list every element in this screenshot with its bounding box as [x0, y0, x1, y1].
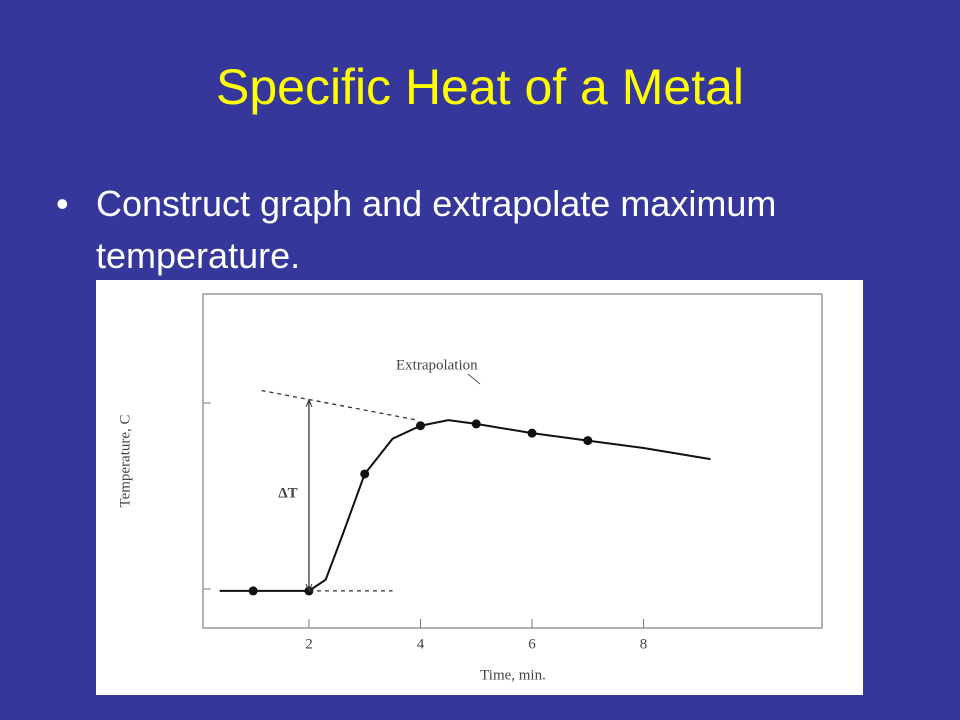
curve	[219, 419, 711, 592]
dashed-line	[261, 389, 418, 421]
arrow-head	[305, 398, 313, 593]
slide-title: Specific Heat of a Metal	[215, 59, 745, 115]
annotation: ΔT	[278, 485, 297, 501]
annotation: Extrapolation	[396, 357, 478, 373]
bullet: • Construct graph and extrapolate maximum…	[56, 178, 926, 282]
annotation-pointer	[467, 373, 481, 385]
x-tick-label: 6	[528, 636, 536, 652]
bullet-text: Construct graph and extrapolate maximum …	[96, 183, 777, 276]
chart-background	[96, 280, 863, 695]
x-axis-label: Time, min.	[480, 667, 546, 683]
plot-frame	[202, 293, 823, 629]
x-tick-label: 4	[417, 636, 425, 652]
bullet-dot: •	[56, 183, 69, 224]
x-tick-label: 2	[305, 636, 313, 652]
x-tick-label: 8	[640, 636, 648, 652]
chart: Time, min. Temperature, C 2 4 6 8 Extrapolat…	[96, 280, 863, 695]
y-axis-label: Temperature, C	[117, 414, 133, 507]
